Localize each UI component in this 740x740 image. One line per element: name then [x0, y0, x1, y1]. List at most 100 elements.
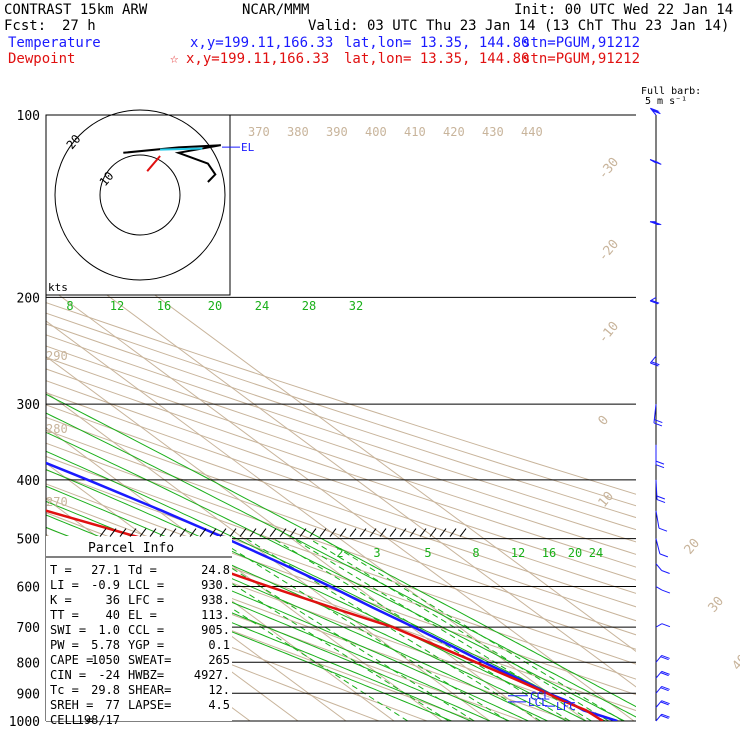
- parcel-row-value-left: -0.9: [91, 578, 120, 592]
- parcel-row-label-left: SREH =: [50, 698, 93, 712]
- pressure-tick-label: 300: [17, 398, 40, 413]
- parcel-row-value-left: 27.1: [91, 563, 120, 577]
- theta-label: 430: [482, 125, 504, 139]
- wind-barb-feather: [661, 589, 671, 594]
- parcel-row-label-right: YGP =: [128, 638, 164, 652]
- model-title: CONTRAST 15km ARW: [4, 2, 148, 18]
- wind-barb-feather: [653, 422, 663, 427]
- temperature-tick-label: 0: [596, 413, 613, 429]
- hatch-mark: [309, 528, 317, 537]
- dry-adiabat-line: [46, 302, 636, 495]
- hatch-mark: [299, 528, 307, 537]
- parcel-row-label-left: Tc =: [50, 683, 79, 697]
- parcel-row-label-left: TT =: [50, 608, 79, 622]
- temperature-tick-label: 10: [596, 489, 618, 511]
- dry-adiabat-line: [46, 323, 636, 519]
- barb-key-title: Full barb:: [641, 86, 702, 97]
- mixing-ratio-label: 20: [568, 546, 582, 560]
- hatch-mark: [439, 528, 447, 537]
- hatch-mark: [119, 528, 127, 537]
- dry-adiabat-line: [46, 574, 428, 721]
- wind-barb-feather: [660, 701, 669, 706]
- parcel-row-value-right: 4.5: [208, 698, 230, 712]
- mixing-ratio-label: 12: [511, 546, 525, 560]
- parcel-row-value-left: 40: [106, 608, 120, 622]
- wind-barb-feather: [650, 362, 659, 367]
- temperature-tick-label: 30: [706, 594, 728, 616]
- wind-barb-feather: [652, 110, 661, 115]
- mixing-ratio-label: 8: [472, 546, 479, 560]
- wind-barb-feather: [655, 460, 665, 465]
- parcel-row-value-left: 5.78: [91, 638, 120, 652]
- wind-barb-feather: [651, 361, 660, 366]
- hatch-mark: [109, 528, 117, 537]
- parcel-row-value-left: 77: [106, 698, 120, 712]
- parcel-row-label-right: EL =: [128, 608, 157, 622]
- valid-time: Valid: 03 UTC Thu 23 Jan 14 (13 ChT Thu …: [308, 18, 730, 34]
- hatch-mark: [339, 528, 347, 537]
- parcel-row-label-right: Td =: [128, 563, 157, 577]
- wind-barb-staff: [655, 563, 663, 571]
- wind-barb-feather: [653, 160, 662, 165]
- hatch-mark: [289, 528, 297, 537]
- mixing-ratio-line: [273, 538, 571, 721]
- hatch-mark: [179, 528, 187, 537]
- hatch-mark: [449, 528, 457, 537]
- theta-label: 410: [404, 125, 426, 139]
- isotherm-line: [46, 284, 635, 721]
- wind-barb-feather: [660, 714, 669, 719]
- pressure-tick-label: 500: [17, 533, 40, 548]
- wind-barb-feather: [656, 495, 666, 500]
- dewpoint-station: stn=PGUM,91212: [522, 51, 641, 67]
- parcel-row-label-right: LFC =: [128, 593, 164, 607]
- wind-barb-feather: [661, 570, 670, 574]
- wind-barb-feather: [651, 108, 660, 113]
- hatch-mark: [99, 528, 107, 537]
- hatch-mark: [269, 528, 277, 537]
- parcel-row-value-right: 113.: [201, 608, 230, 622]
- moist-adiabat-label: 8: [66, 299, 73, 313]
- theta-label: 270: [46, 495, 68, 509]
- mixing-ratio-line: [184, 538, 475, 721]
- dry-adiabat-line: [46, 442, 636, 650]
- hatch-mark: [249, 528, 257, 537]
- hatch-mark: [129, 528, 137, 537]
- theta-label: 400: [365, 125, 387, 139]
- wind-barb-feather: [661, 700, 670, 705]
- hatch-mark: [229, 528, 237, 537]
- moist-adiabat-label: 28: [302, 299, 316, 313]
- temperature-tick-label: -10: [596, 319, 623, 347]
- dry-adiabat-line: [46, 483, 636, 696]
- hodograph-ring-inner: [99, 154, 181, 236]
- temperature-xy: x,y=199.11,166.33: [190, 35, 334, 51]
- wind-barb-feather: [661, 670, 670, 675]
- parcel-row-label-right: HWBZ=: [128, 668, 164, 682]
- parcel-row-value-left: 198/17: [77, 713, 120, 727]
- mixing-ratio-line: [293, 538, 592, 721]
- wind-barb-staff: [655, 586, 663, 591]
- parcel-row-label-left: SWI =: [50, 623, 86, 637]
- dry-adiabat-line: [46, 392, 636, 594]
- isotherm-line: [0, 115, 10, 721]
- parcel-row-label-left: PW =: [50, 638, 79, 652]
- dewpoint-legend-label: Dewpoint: [8, 51, 76, 67]
- moist-adiabat-label: 12: [110, 299, 124, 313]
- source-label: NCAR/MMM: [242, 2, 310, 18]
- parcel-row-value-left: -24: [98, 668, 120, 682]
- temperature-tick-label: -20: [596, 237, 623, 265]
- parcel-row-value-right: 938.: [201, 593, 230, 607]
- mixing-ratio-line: [215, 538, 509, 721]
- parcel-row-label-left: T =: [50, 563, 72, 577]
- dry-adiabat-line: [46, 334, 636, 531]
- isotherm-line: [46, 320, 587, 721]
- mixing-ratio-label: 3: [373, 546, 380, 560]
- pressure-tick-label: 100: [17, 109, 40, 124]
- barb-key-units: 5 m s⁻¹: [645, 96, 688, 107]
- parcel-row-label-left: CIN =: [50, 668, 86, 682]
- moist-adiabat-label: 24: [255, 299, 269, 313]
- parcel-row-label-right: SHEAR=: [128, 683, 171, 697]
- hodograph-cyan-trace: [160, 147, 203, 151]
- hatch-mark: [259, 528, 267, 537]
